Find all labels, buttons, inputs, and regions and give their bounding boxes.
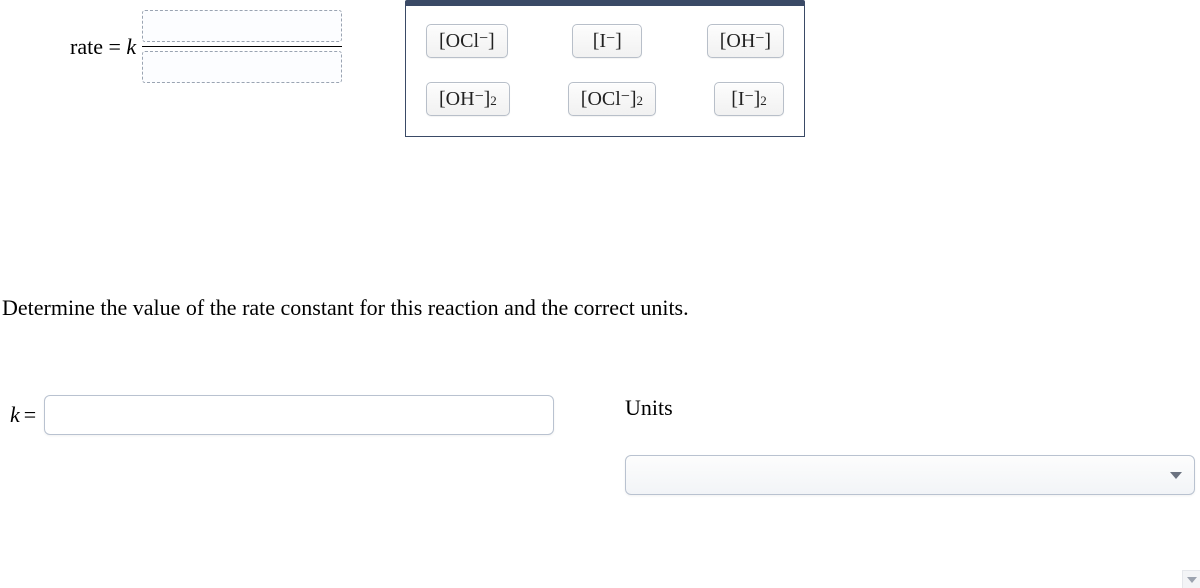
tile-i[interactable]: [I−]: [572, 24, 642, 58]
rate-fraction: [142, 10, 342, 83]
numerator-dropzone[interactable]: [142, 10, 342, 42]
tile-i-sq[interactable]: [I−]2: [714, 82, 784, 116]
option-bank-row-1: [OCl−] [I−] [OH−]: [426, 24, 784, 58]
rate-label: rate = k: [70, 34, 136, 60]
scroll-down-button[interactable]: [1182, 570, 1200, 588]
tile-ocl[interactable]: [OCl−]: [426, 24, 508, 58]
equals-sign: =: [24, 402, 36, 428]
rate-prefix: rate =: [70, 34, 126, 59]
k-value-input[interactable]: [44, 395, 554, 435]
units-select[interactable]: [625, 455, 1195, 495]
tile-oh-sq[interactable]: [OH−]2: [426, 82, 510, 116]
chevron-down-icon: [1187, 577, 1197, 583]
fraction-bar: [142, 46, 342, 47]
rate-expression: rate = k: [70, 10, 342, 83]
tile-oh[interactable]: [OH−]: [707, 24, 784, 58]
question-text: Determine the value of the rate constant…: [2, 295, 689, 321]
units-select-wrap: [625, 455, 1195, 495]
tile-ocl-sq[interactable]: [OCl−]2: [568, 82, 656, 116]
option-bank: [OCl−] [I−] [OH−] [OH−]2 [OCl−]2 [I−]2: [405, 0, 805, 137]
k-input-row: k =: [10, 395, 554, 435]
option-bank-row-2: [OH−]2 [OCl−]2 [I−]2: [426, 82, 784, 116]
rate-k: k: [126, 34, 136, 59]
denominator-dropzone[interactable]: [142, 51, 342, 83]
k-label: k: [10, 402, 20, 428]
units-label: Units: [625, 395, 673, 421]
chevron-down-icon: [1170, 472, 1182, 479]
